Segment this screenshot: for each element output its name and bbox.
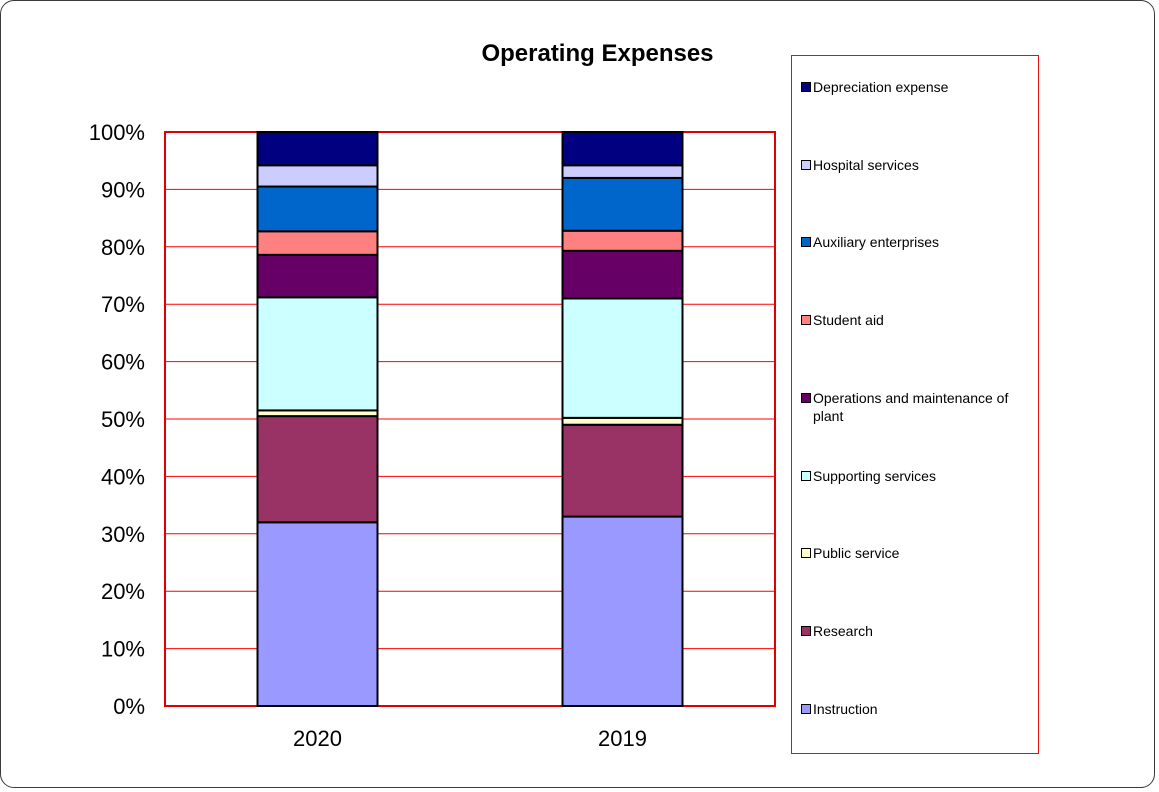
legend-label: Hospital services bbox=[813, 156, 919, 173]
y-tick-label: 100% bbox=[89, 120, 145, 145]
legend-item: Hospital services bbox=[801, 156, 1033, 174]
bar-segment bbox=[256, 521, 379, 707]
bar-segment bbox=[256, 131, 379, 167]
legend-label: Public service bbox=[813, 545, 900, 562]
x-tick-label: 2019 bbox=[598, 726, 647, 751]
legend-swatch bbox=[801, 159, 811, 170]
y-tick-label: 70% bbox=[101, 292, 145, 317]
legend-swatch bbox=[801, 470, 811, 481]
bar-segment bbox=[256, 230, 379, 256]
legend-item: Instruction bbox=[801, 700, 1033, 718]
bar-segment bbox=[256, 164, 379, 188]
legend-swatch bbox=[801, 392, 811, 403]
y-tick-label: 0% bbox=[113, 694, 145, 719]
legend-label: Operations and maintenance of plant bbox=[813, 389, 1009, 424]
bar-segment bbox=[561, 423, 684, 518]
legend-swatch bbox=[801, 548, 811, 559]
bar-segment bbox=[256, 253, 379, 299]
legend-item: Research bbox=[801, 622, 1033, 640]
bar-segment bbox=[561, 515, 684, 708]
chart-title: Operating Expenses bbox=[481, 40, 714, 67]
legend-swatch bbox=[801, 703, 811, 714]
legend-label: Research bbox=[813, 622, 873, 639]
y-tick-label: 10% bbox=[101, 637, 145, 662]
y-tick-label: 60% bbox=[101, 350, 145, 375]
bar-segment bbox=[561, 416, 684, 426]
legend-label: Auxiliary enterprises bbox=[813, 234, 940, 251]
legend-item: Student aid bbox=[801, 311, 1033, 329]
legend-item: Public service bbox=[801, 544, 1033, 562]
bar-segment bbox=[256, 415, 379, 524]
legend-item: Auxiliary enterprises bbox=[801, 233, 1033, 251]
legend-item: Depreciation expense bbox=[801, 78, 1033, 96]
bar-segment bbox=[561, 164, 684, 179]
legend-swatch bbox=[801, 315, 811, 326]
bar-segment bbox=[256, 296, 379, 412]
legend-swatch bbox=[801, 237, 811, 248]
bar-segment bbox=[561, 297, 684, 419]
bar-segment bbox=[561, 131, 684, 167]
y-tick-label: 90% bbox=[101, 177, 145, 202]
y-tick-label: 50% bbox=[101, 407, 145, 432]
legend-swatch bbox=[801, 82, 811, 92]
y-tick-label: 20% bbox=[101, 579, 145, 604]
bar-segment bbox=[561, 176, 684, 232]
bar-segment bbox=[561, 229, 684, 252]
legend-label: Depreciation expense bbox=[813, 79, 949, 95]
bar-segment bbox=[256, 185, 379, 233]
legend-item: Supporting services bbox=[801, 467, 1033, 485]
plot-area-border bbox=[164, 131, 776, 707]
legend-swatch bbox=[801, 625, 811, 636]
y-tick-label: 80% bbox=[101, 235, 145, 260]
chart-legend: Depreciation expense Hospital services Aux… bbox=[791, 55, 1039, 754]
bar-segment bbox=[561, 249, 684, 300]
y-tick-label: 40% bbox=[101, 464, 145, 489]
legend-label: Student aid bbox=[813, 312, 884, 329]
legend-label: Instruction bbox=[813, 700, 878, 717]
x-tick-label: 2020 bbox=[293, 726, 342, 751]
y-tick-label: 30% bbox=[101, 522, 145, 547]
legend-label: Supporting services bbox=[813, 467, 936, 484]
legend-item: Operations and maintenance of plant bbox=[801, 389, 1033, 425]
